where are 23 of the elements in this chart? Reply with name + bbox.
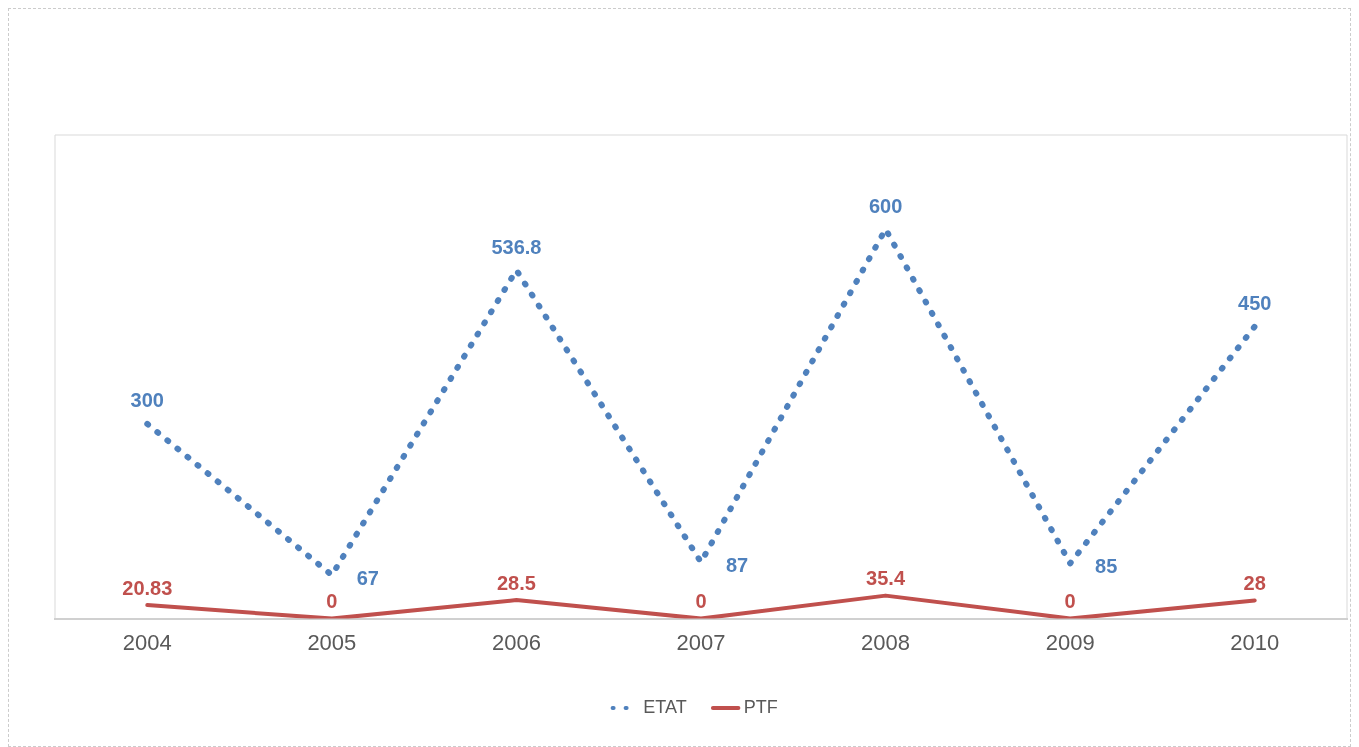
data-label: 20.83 <box>122 576 173 599</box>
data-label: 0 <box>1064 590 1076 613</box>
legend-label: ETAT <box>643 696 687 717</box>
x-tick-label: 2009 <box>1045 629 1095 655</box>
data-label: 0 <box>695 590 707 613</box>
data-label: 450 <box>1238 292 1272 315</box>
legend-label: PTF <box>743 696 778 717</box>
data-label: 536.8 <box>491 235 542 258</box>
x-tick-label: 2004 <box>122 629 172 655</box>
data-label: 0 <box>326 590 338 613</box>
x-tick-label: 2008 <box>861 629 911 655</box>
data-label: 35.4 <box>866 567 906 590</box>
x-tick-label: 2007 <box>676 629 726 655</box>
x-tick-label: 2010 <box>1230 629 1280 655</box>
data-label: 28 <box>1243 571 1266 594</box>
x-tick-label: 2005 <box>307 629 357 655</box>
data-label: 28.5 <box>496 571 536 594</box>
x-tick-label: 2006 <box>491 629 541 655</box>
data-label: 87 <box>725 553 749 576</box>
data-label: 600 <box>868 194 903 217</box>
data-label: 67 <box>356 566 379 589</box>
data-label: 85 <box>1095 554 1118 577</box>
data-label: 300 <box>130 389 164 412</box>
